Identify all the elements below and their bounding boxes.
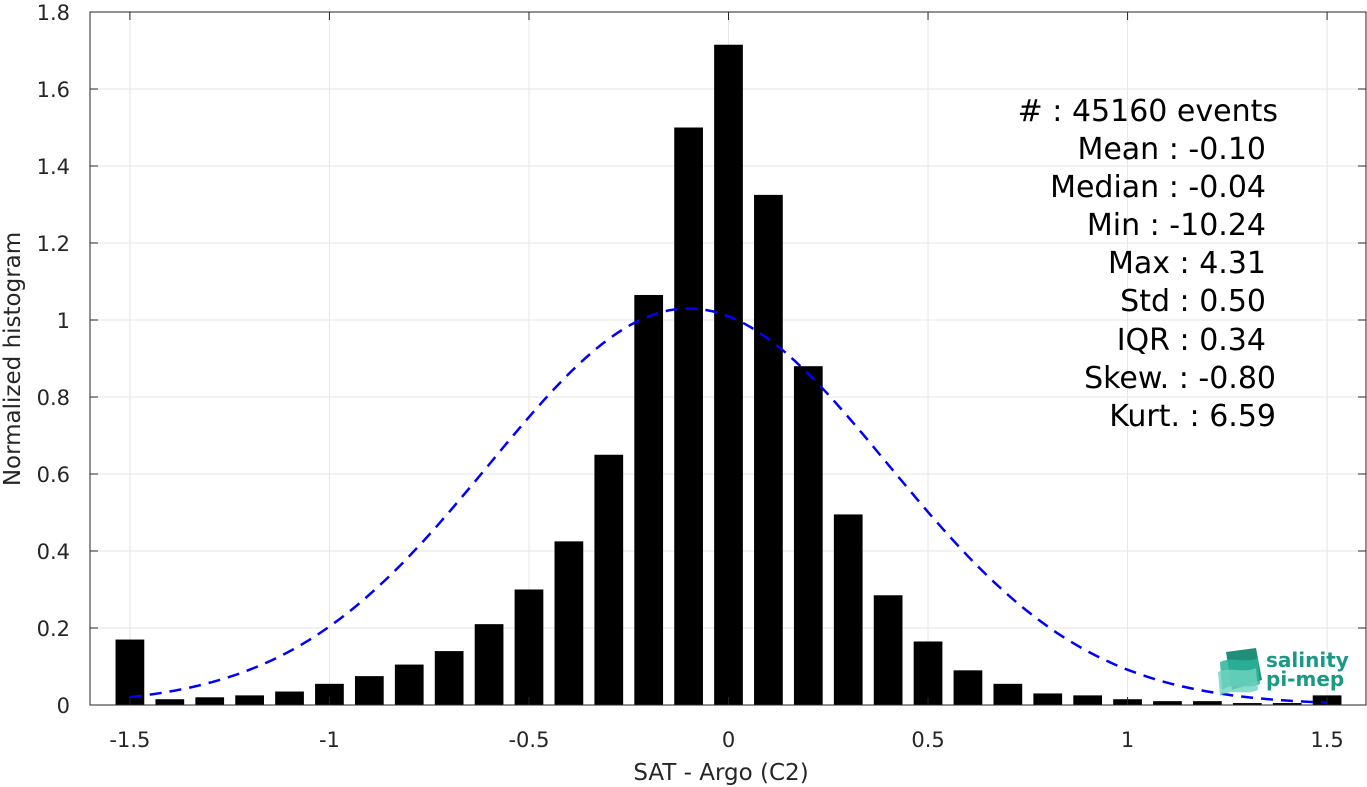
histogram-bar xyxy=(833,514,863,705)
histogram-bar xyxy=(315,683,344,705)
y-tick-label: 0.2 xyxy=(37,617,70,641)
histogram-bar xyxy=(674,127,703,705)
stats-max: Max : 4.31 xyxy=(1108,246,1266,281)
y-tick-label: 1 xyxy=(57,309,70,333)
y-tick-labels: 0 0.2 0.4 0.6 0.8 1 1.2 1.4 1.6 1.8 xyxy=(37,1,70,718)
x-tick-label: -1.5 xyxy=(109,728,150,752)
salinity-pi-mep-logo: salinity pi-mep xyxy=(1218,648,1349,696)
histogram-bar xyxy=(1232,703,1262,705)
histogram-bar xyxy=(1073,695,1103,705)
x-tick-label: -0.5 xyxy=(508,728,549,752)
y-tick-label: 0 xyxy=(57,694,70,718)
x-tick-label: 1.5 xyxy=(1310,728,1343,752)
logo-waves-icon xyxy=(1218,648,1262,696)
gaussian-fit-curve xyxy=(129,307,1328,704)
stats-skew: Skew. : -0.80 xyxy=(1084,361,1276,396)
histogram-bar xyxy=(1153,701,1182,705)
stats-mean: Mean : -0.10 xyxy=(1077,132,1266,167)
x-tick-label: 0 xyxy=(722,728,735,752)
histogram-bar xyxy=(714,44,743,706)
histogram-bar xyxy=(195,697,225,705)
x-axis-label: SAT - Argo (C2) xyxy=(633,760,808,786)
histogram-bar xyxy=(354,676,384,705)
histogram-bar xyxy=(1033,693,1063,705)
histogram-bar xyxy=(594,454,624,705)
histogram-bar xyxy=(793,366,823,705)
axis-ticks xyxy=(90,11,1366,706)
histogram-bar xyxy=(434,651,464,705)
x-tick-label: -1 xyxy=(319,728,340,752)
x-tick-labels: -1.5 -1 -0.5 0 0.5 1 1.5 xyxy=(109,728,1343,752)
histogram-bar xyxy=(873,595,903,705)
histogram-bar xyxy=(554,541,584,705)
y-tick-label: 0.4 xyxy=(37,540,70,564)
histogram-bar xyxy=(634,294,664,705)
y-tick-label: 1.2 xyxy=(37,232,70,256)
histogram-bar xyxy=(275,691,304,705)
stats-min: Min : -10.24 xyxy=(1087,208,1266,243)
y-tick-label: 1.4 xyxy=(37,155,70,179)
stats-events: # : 45160 events xyxy=(1018,94,1278,129)
y-tick-label: 0.6 xyxy=(37,463,70,487)
stats-kurt: Kurt. : 6.59 xyxy=(1109,399,1276,434)
histogram-bar xyxy=(1272,703,1302,705)
histogram-bars xyxy=(115,44,1342,706)
histogram-bar xyxy=(474,624,504,705)
histogram-bar xyxy=(1193,701,1222,705)
stats-iqr: IQR : 0.34 xyxy=(1117,323,1266,358)
y-tick-label: 1.8 xyxy=(37,1,70,25)
logo-text-line1: salinity xyxy=(1266,648,1349,672)
stats-panel: # : 45160 events Mean : -0.10 Median : -… xyxy=(1018,94,1278,434)
histogram-bar xyxy=(754,194,783,705)
x-tick-label: 1 xyxy=(1121,728,1134,752)
logo-text-line2: pi-mep xyxy=(1266,667,1344,691)
stats-std: Std : 0.50 xyxy=(1120,284,1266,319)
histogram-bar xyxy=(394,664,424,705)
histogram-bar xyxy=(235,695,264,705)
x-tick-label: 0.5 xyxy=(911,728,944,752)
histogram-bar xyxy=(953,670,983,705)
histogram-bar xyxy=(913,641,943,705)
histogram-bar xyxy=(155,699,185,705)
y-axis-label: Normalized histogram xyxy=(0,232,26,486)
y-tick-label: 0.8 xyxy=(37,386,70,410)
histogram-bar xyxy=(514,589,544,705)
y-tick-label: 1.6 xyxy=(37,78,70,102)
histogram-bar xyxy=(115,639,145,705)
stats-median: Median : -0.04 xyxy=(1050,170,1266,205)
histogram-bar xyxy=(993,683,1023,705)
